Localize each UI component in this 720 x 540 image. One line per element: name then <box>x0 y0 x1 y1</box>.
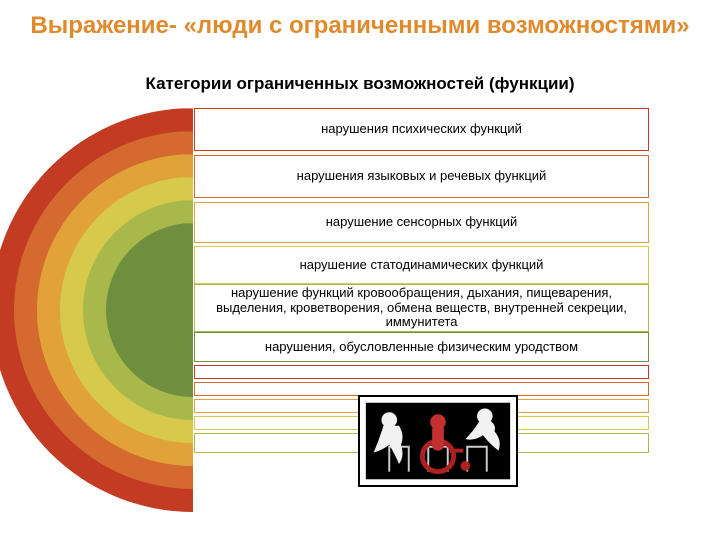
bottom-illustration <box>358 395 518 487</box>
category-row-7 <box>194 382 649 396</box>
category-row-label: нарушения психических функций <box>321 122 522 137</box>
slide-title-text: Выражение- «люди с ограниченными возможн… <box>30 12 689 39</box>
category-row-2: нарушение сенсорных функций <box>194 202 649 243</box>
category-row-3: нарушение статодинамических функций <box>194 246 649 284</box>
category-row-4: нарушение функций кровообращения, дыхани… <box>194 284 649 332</box>
category-row-label: нарушение статодинамических функций <box>300 258 544 273</box>
category-row-5: нарушения, обусловленные физическим урод… <box>194 332 649 362</box>
category-row-label: нарушение сенсорных функций <box>326 215 517 230</box>
category-row-0: нарушения психических функций <box>194 108 649 151</box>
category-row-1: нарушения языковых и речевых функций <box>194 155 649 198</box>
slide-subtitle: Категории ограниченных возможностей (фун… <box>0 74 720 94</box>
category-row-label: нарушение функций кровообращения, дыхани… <box>203 286 640 331</box>
slide-subtitle-text: Категории ограниченных возможностей (фун… <box>145 74 574 93</box>
category-row-label: нарушения, обусловленные физическим урод… <box>265 340 578 355</box>
category-row-6 <box>194 365 649 379</box>
slide-title: Выражение- «люди с ограниченными возможн… <box>0 12 720 40</box>
category-row-label: нарушения языковых и речевых функций <box>297 169 547 184</box>
